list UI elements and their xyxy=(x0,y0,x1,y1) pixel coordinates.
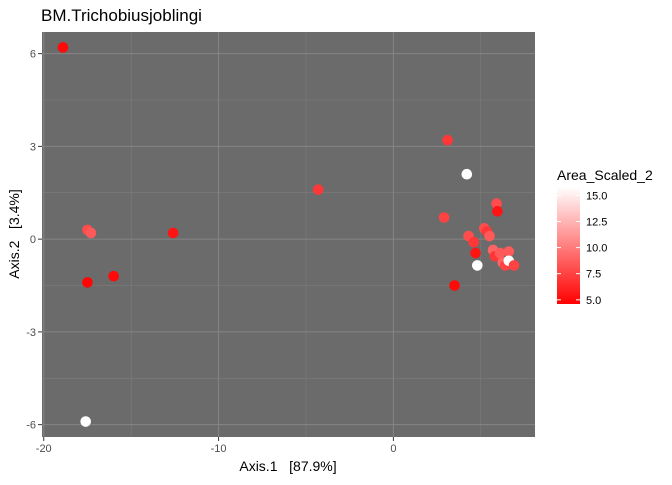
legend-ticks: 15.0 12.5 10.0 7.5 5.0 xyxy=(557,190,607,307)
y-tick-label: -3 xyxy=(26,327,36,339)
legend-tick-label: 12.5 xyxy=(586,216,607,228)
data-point xyxy=(461,168,473,180)
data-point xyxy=(82,277,93,288)
data-point xyxy=(167,227,179,239)
data-points xyxy=(57,42,520,427)
data-point xyxy=(468,236,480,248)
grid-lines xyxy=(42,32,535,437)
data-point xyxy=(503,246,515,257)
y-tick-label: 6 xyxy=(30,49,36,61)
x-tick-label: -20 xyxy=(36,443,52,455)
legend-title: Area_Scaled_2 xyxy=(557,167,653,183)
data-point xyxy=(85,227,97,239)
data-point xyxy=(108,270,119,282)
y-tick-label: 0 xyxy=(30,234,36,246)
y-tick-label: 3 xyxy=(30,141,36,153)
data-point xyxy=(472,260,483,271)
data-point xyxy=(492,206,503,217)
legend: Area_Scaled_2 15.0 12.5 10.0 7.5 5.0 xyxy=(557,167,653,307)
data-point xyxy=(442,134,453,146)
data-point xyxy=(484,230,495,242)
data-point xyxy=(470,247,481,259)
x-axis-label: Axis.1 [87.9%] xyxy=(239,458,336,474)
data-point xyxy=(449,280,460,291)
y-tick-label: -6 xyxy=(26,420,36,432)
data-point xyxy=(508,260,520,271)
x-axis-ticks: -20 -10 0 xyxy=(36,437,396,455)
y-axis-ticks: 6 3 0 -3 -6 xyxy=(26,49,42,432)
data-point xyxy=(57,42,69,53)
legend-tick-label: 10.0 xyxy=(586,243,607,255)
data-point xyxy=(312,184,324,195)
data-point xyxy=(438,212,450,223)
legend-tick-label: 7.5 xyxy=(586,269,601,281)
x-tick-label: 0 xyxy=(390,443,396,455)
data-point xyxy=(494,247,506,259)
legend-tick-label: 15.0 xyxy=(586,190,607,202)
x-tick-label: -10 xyxy=(211,443,227,455)
data-point xyxy=(491,198,502,209)
y-axis-label: Axis.2 [3.4%] xyxy=(6,189,22,278)
legend-color-bar xyxy=(557,187,580,304)
plot-panel xyxy=(42,32,535,437)
legend-tick-label: 5.0 xyxy=(586,295,601,307)
chart-title: BM.Trichobiusjoblingi xyxy=(41,6,202,25)
data-point xyxy=(80,416,92,427)
